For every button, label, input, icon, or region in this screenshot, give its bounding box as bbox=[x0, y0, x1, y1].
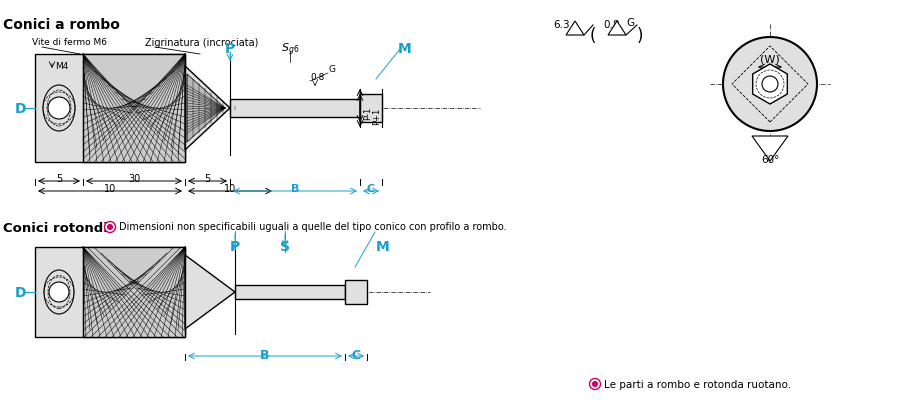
Circle shape bbox=[104, 222, 115, 233]
Text: G: G bbox=[328, 65, 335, 74]
Text: 6.3: 6.3 bbox=[553, 20, 570, 30]
Polygon shape bbox=[566, 22, 584, 36]
Text: D: D bbox=[14, 102, 26, 116]
Text: Conici a rombo: Conici a rombo bbox=[3, 18, 120, 32]
Text: 5: 5 bbox=[56, 173, 62, 184]
Bar bbox=[83, 55, 185, 163]
Polygon shape bbox=[752, 137, 788, 162]
Text: Conici rotondi: Conici rotondi bbox=[3, 221, 108, 234]
Bar bbox=[360, 95, 382, 123]
Text: S: S bbox=[280, 239, 290, 254]
Text: Dimensioni non specificabili uguali a quelle del tipo conico con profilo a rombo: Dimensioni non specificabili uguali a qu… bbox=[119, 221, 506, 231]
Text: C: C bbox=[367, 184, 375, 193]
Circle shape bbox=[589, 379, 600, 389]
Polygon shape bbox=[185, 255, 235, 329]
Text: 10: 10 bbox=[104, 184, 116, 193]
Text: B: B bbox=[290, 184, 299, 193]
Polygon shape bbox=[608, 22, 626, 36]
Text: G: G bbox=[626, 18, 634, 28]
Circle shape bbox=[762, 77, 778, 93]
Text: M4: M4 bbox=[55, 62, 68, 71]
Text: ): ) bbox=[637, 27, 644, 45]
Bar bbox=[235, 285, 345, 299]
Text: (W): (W) bbox=[760, 55, 780, 65]
Text: M: M bbox=[398, 42, 412, 56]
Polygon shape bbox=[187, 75, 225, 143]
Polygon shape bbox=[752, 65, 787, 105]
Text: C: C bbox=[351, 348, 361, 361]
Circle shape bbox=[593, 382, 597, 387]
Text: 5: 5 bbox=[205, 173, 210, 184]
Text: M: M bbox=[376, 239, 390, 254]
Text: 0.8: 0.8 bbox=[603, 20, 620, 30]
Bar bbox=[345, 280, 367, 304]
Text: 60°: 60° bbox=[761, 155, 779, 164]
Text: $S_{g6}$: $S_{g6}$ bbox=[281, 42, 300, 58]
Bar bbox=[230, 100, 360, 118]
Text: Zigrinatura (incrociata): Zigrinatura (incrociata) bbox=[145, 38, 258, 48]
Polygon shape bbox=[185, 67, 230, 151]
Text: Vite di fermo M6: Vite di fermo M6 bbox=[32, 38, 107, 47]
Text: P: P bbox=[225, 42, 235, 56]
Text: B: B bbox=[260, 348, 270, 361]
Text: Le parti a rombo e rotonda ruotano.: Le parti a rombo e rotonda ruotano. bbox=[604, 379, 791, 389]
Bar bbox=[35, 247, 185, 337]
Text: D: D bbox=[14, 285, 26, 299]
Text: P-1: P-1 bbox=[363, 106, 372, 120]
Bar bbox=[35, 55, 185, 163]
Bar bbox=[83, 247, 185, 337]
Text: P: P bbox=[230, 239, 240, 254]
Text: P+1: P+1 bbox=[372, 108, 381, 125]
Ellipse shape bbox=[43, 86, 75, 132]
Circle shape bbox=[723, 38, 817, 132]
Text: (: ( bbox=[590, 27, 597, 45]
Bar bbox=[83, 247, 185, 337]
Circle shape bbox=[108, 225, 112, 230]
Circle shape bbox=[48, 98, 70, 120]
Circle shape bbox=[49, 282, 69, 302]
Text: 30: 30 bbox=[128, 173, 140, 184]
Text: 0.8: 0.8 bbox=[310, 73, 325, 82]
Text: 10: 10 bbox=[224, 184, 236, 193]
Ellipse shape bbox=[44, 270, 74, 314]
Bar bbox=[83, 55, 185, 163]
